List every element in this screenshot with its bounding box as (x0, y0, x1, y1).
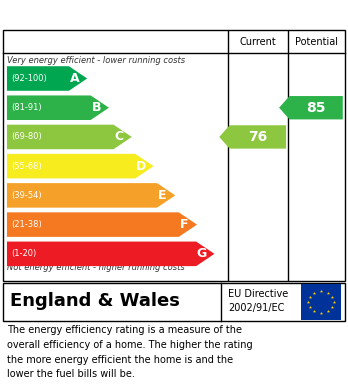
Text: A: A (70, 72, 79, 85)
Text: (55-68): (55-68) (11, 161, 42, 170)
Text: C: C (114, 131, 124, 143)
Text: E: E (158, 189, 167, 202)
Text: 85: 85 (306, 101, 326, 115)
Text: (1-20): (1-20) (11, 249, 37, 258)
Polygon shape (7, 125, 132, 149)
Polygon shape (219, 125, 286, 149)
Text: The energy efficiency rating is a measure of the
overall efficiency of a home. T: The energy efficiency rating is a measur… (7, 325, 253, 379)
Polygon shape (7, 212, 197, 237)
Text: Energy Efficiency Rating: Energy Efficiency Rating (69, 7, 279, 23)
Text: Very energy efficient - lower running costs: Very energy efficient - lower running co… (7, 56, 185, 65)
Text: G: G (197, 248, 207, 260)
Text: EU Directive: EU Directive (228, 289, 288, 300)
Text: Current: Current (239, 36, 276, 47)
Text: Not energy efficient - higher running costs: Not energy efficient - higher running co… (7, 263, 185, 272)
Text: D: D (136, 160, 146, 173)
Text: B: B (92, 101, 101, 114)
Text: (69-80): (69-80) (11, 133, 42, 142)
Text: 2002/91/EC: 2002/91/EC (228, 303, 284, 313)
Polygon shape (7, 242, 214, 266)
Polygon shape (279, 96, 343, 119)
Text: (21-38): (21-38) (11, 220, 42, 229)
Bar (301, 284, 341, 319)
Text: (81-91): (81-91) (11, 103, 42, 112)
Polygon shape (7, 183, 175, 208)
Text: (92-100): (92-100) (11, 74, 47, 83)
Text: 76: 76 (248, 130, 268, 144)
Polygon shape (7, 66, 87, 91)
Text: Potential: Potential (295, 36, 338, 47)
Text: England & Wales: England & Wales (10, 292, 180, 310)
Polygon shape (7, 154, 153, 178)
Polygon shape (7, 95, 109, 120)
Text: F: F (180, 218, 189, 231)
Text: (39-54): (39-54) (11, 191, 42, 200)
